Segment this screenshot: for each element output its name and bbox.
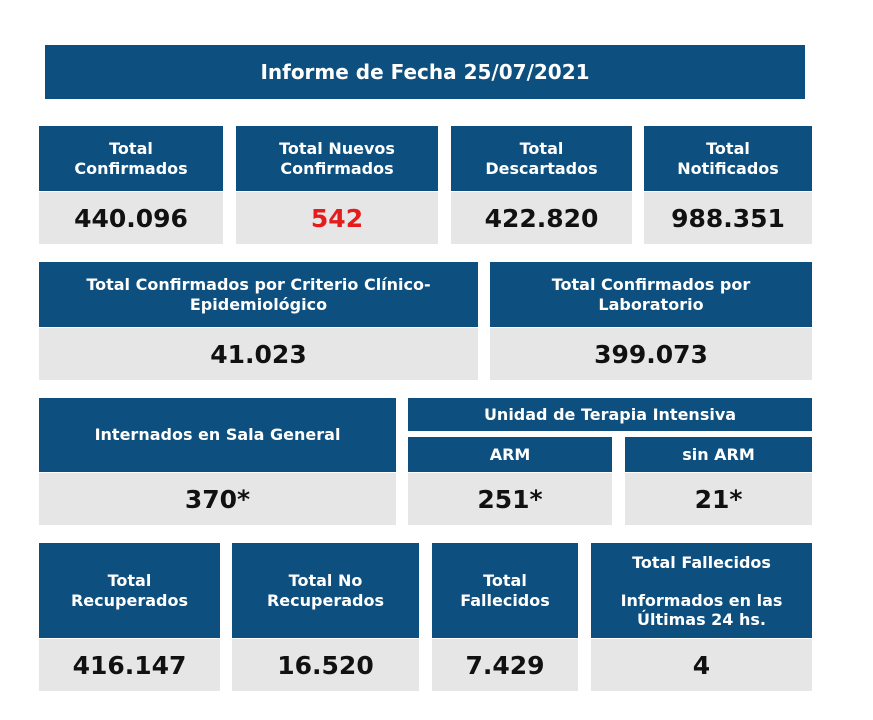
- total-fallecidos-value: 7.429: [432, 639, 578, 691]
- total-nuevos-confirmados-label: Total Nuevos Confirmados: [236, 126, 438, 191]
- total-descartados-label: Total Descartados: [451, 126, 632, 191]
- total-nuevos-confirmados-value: 542: [236, 192, 438, 244]
- uti-title: Unidad de Terapia Intensiva: [408, 398, 812, 431]
- sin-arm-value: 21*: [625, 473, 812, 525]
- confirmados-laboratorio-label: Total Confirmados por Laboratorio: [490, 262, 812, 327]
- total-recuperados-label: Total Recuperados: [39, 543, 220, 638]
- confirmados-criterio-clinico-label: Total Confirmados por Criterio Clínico- …: [39, 262, 478, 327]
- confirmados-criterio-clinico-value: 41.023: [39, 328, 478, 380]
- report-title: Informe de Fecha 25/07/2021: [45, 45, 805, 99]
- sala-general-label: Internados en Sala General: [39, 398, 396, 472]
- total-recuperados-value: 416.147: [39, 639, 220, 691]
- total-notificados-label: Total Notificados: [644, 126, 812, 191]
- total-fallecidos-label: Total Fallecidos: [432, 543, 578, 638]
- sala-general-value: 370*: [39, 473, 396, 525]
- confirmados-laboratorio-value: 399.073: [490, 328, 812, 380]
- sin-arm-label: sin ARM: [625, 437, 812, 472]
- total-confirmados-value: 440.096: [39, 192, 223, 244]
- fallecidos-24hs-value: 4: [591, 639, 812, 691]
- total-confirmados-label: Total Confirmados: [39, 126, 223, 191]
- total-notificados-value: 988.351: [644, 192, 812, 244]
- arm-value: 251*: [408, 473, 612, 525]
- fallecidos-24hs-label: Total Fallecidos Informados en las Últim…: [591, 543, 812, 638]
- total-descartados-value: 422.820: [451, 192, 632, 244]
- total-no-recuperados-value: 16.520: [232, 639, 419, 691]
- arm-label: ARM: [408, 437, 612, 472]
- total-no-recuperados-label: Total No Recuperados: [232, 543, 419, 638]
